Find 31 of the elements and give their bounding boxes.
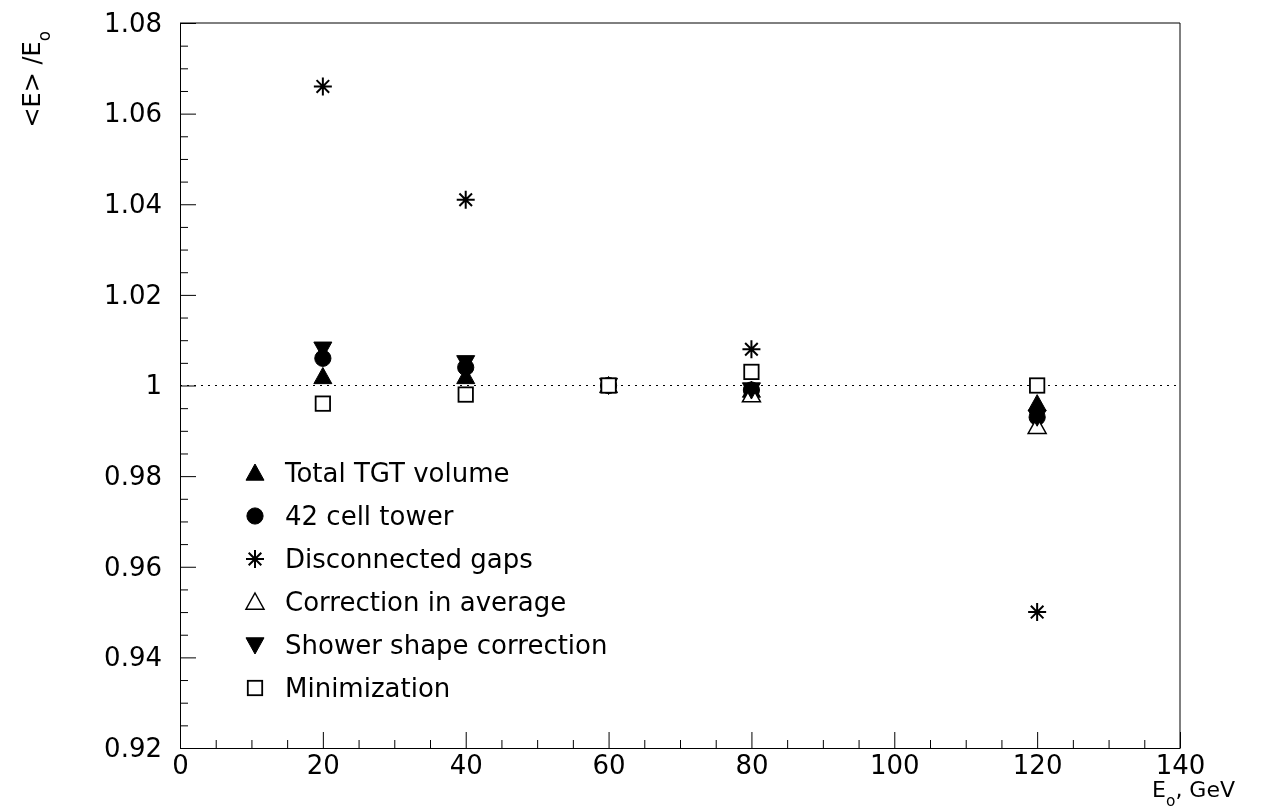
point [313,366,333,385]
y-tick-label: 0.96 [104,551,162,582]
point [457,386,474,403]
legend-label: Shower shape correction [285,630,608,660]
point [741,339,762,360]
point [314,395,331,412]
x-tick-label: 40 [449,750,483,781]
x-tick-label: 20 [306,750,340,781]
y-tick-label: 1.08 [104,7,162,38]
legend-label: Minimization [285,673,451,703]
point [455,189,476,210]
legend-label: Correction in average [285,587,567,617]
y-tick-label: 0.92 [104,732,162,763]
legend-label: Total TGT volume [284,458,510,488]
legend-label: 42 cell tower [285,501,454,531]
x-tick-label: 60 [592,750,626,781]
y-tick-label: 0.98 [104,460,162,491]
y-tick-label: 1 [145,370,162,401]
y-tick-label: 1.02 [104,279,162,310]
legend-label: Disconnected gaps [285,544,533,574]
x-tick-label: 0 [172,750,189,781]
x-tick-label: 100 [869,750,920,781]
point [1027,602,1048,623]
y-tick-label: 1.04 [104,189,162,220]
point [1029,377,1046,394]
x-tick-label: 80 [735,750,769,781]
y-tick-label: 1.06 [104,98,162,129]
y-tick-label: 0.94 [104,642,162,673]
point [743,363,760,381]
x-tick-label: 120 [1012,750,1063,781]
point [312,76,333,97]
